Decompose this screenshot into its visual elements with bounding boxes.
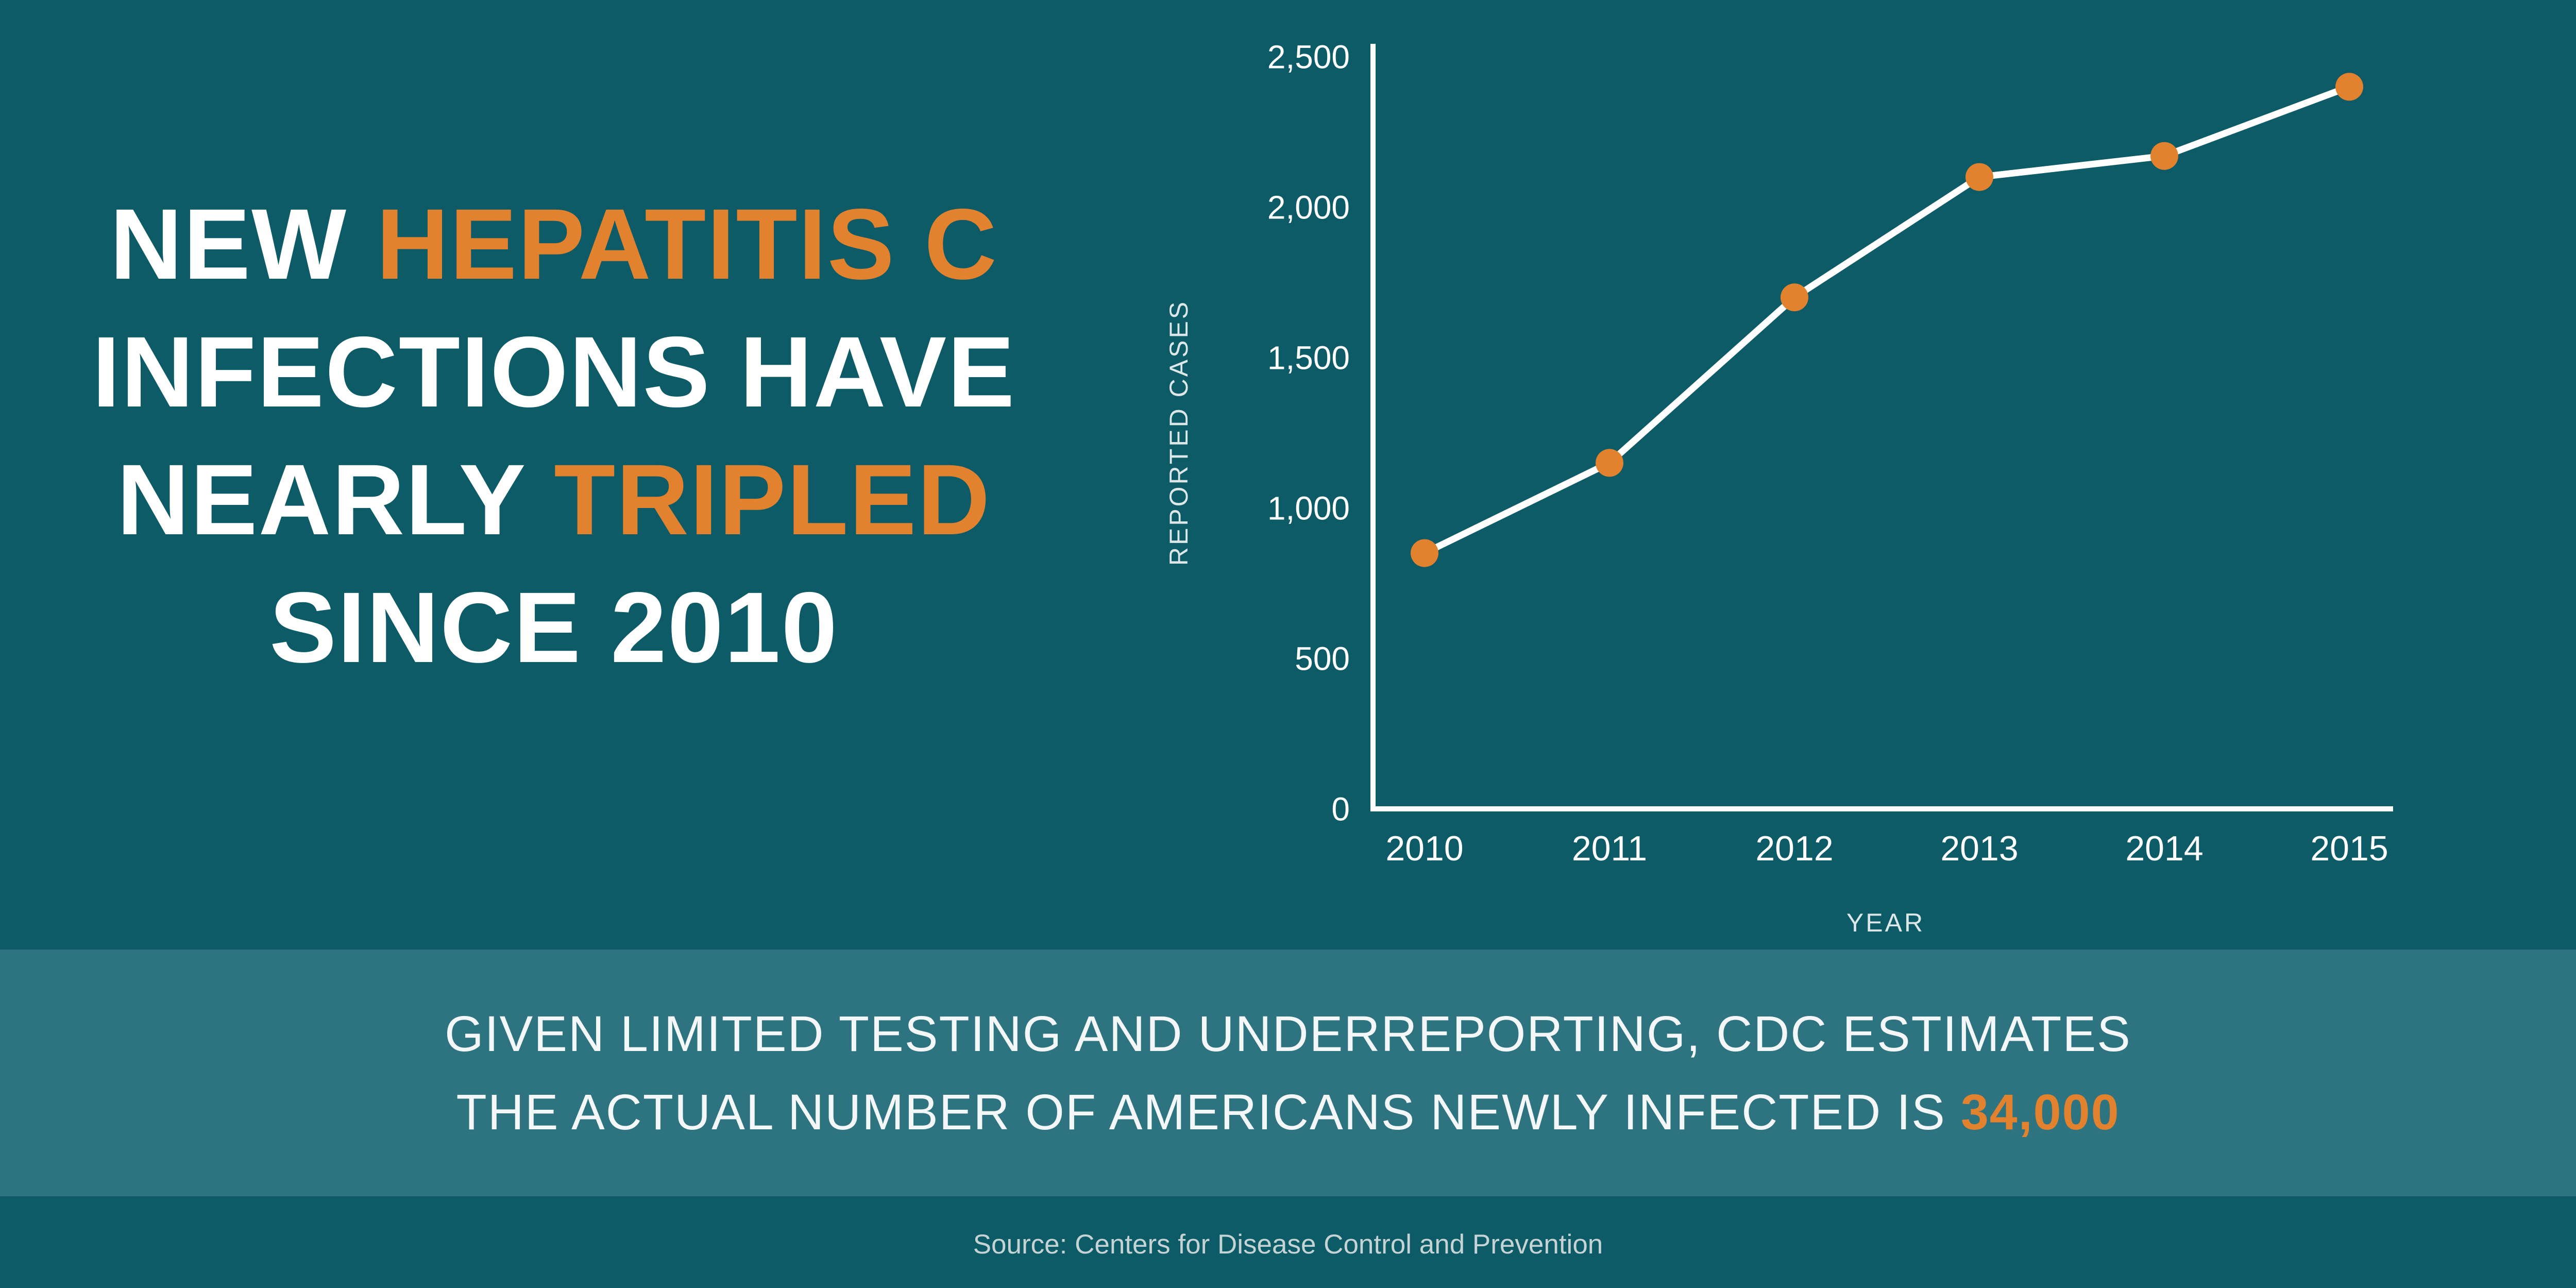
estimate-number: 34,000 [1960,1083,2120,1140]
headline-text: INFECTIONS HAVE [92,316,1016,428]
estimate-line2: THE ACTUAL NUMBER OF AMERICANS NEWLY INF… [456,1073,2120,1151]
headline-text: NEARLY [116,444,554,556]
chart-svg: 0 500 1,000 1,500 2,000 2,500 2010 2011 2012 2013… [1164,38,2393,937]
x-axis-title: YEAR [1846,908,1925,937]
y-tick-label: 0 [1331,790,1350,827]
x-tick-label: 2012 [1755,829,1833,868]
headline-line: SINCE 2010 [52,564,1056,691]
estimate-line1: GIVEN LIMITED TESTING AND UNDERREPORTING… [445,1005,2131,1062]
x-tick-label: 2015 [2310,829,2388,868]
x-tick-label: 2010 [1385,829,1463,868]
headline: NEW HEPATITIS C INFECTIONS HAVE NEARLY TRI… [52,180,1056,691]
headline-accent-text: TRIPLED [554,444,991,556]
headline-line: INFECTIONS HAVE [52,308,1056,436]
data-point [1596,449,1623,477]
data-point [1965,163,1993,191]
y-axis-title: REPORTED CASES [1164,300,1193,566]
x-tick-label: 2013 [1940,829,2018,868]
x-tick-label: 2011 [1572,829,1647,868]
line-chart: 0 500 1,000 1,500 2,000 2,500 2010 2011 2012 2013… [1133,31,2452,958]
data-point [2335,73,2363,101]
data-point [1411,539,1438,567]
data-point [1781,283,1808,312]
headline-text: SINCE 2010 [269,571,838,684]
y-tick-label: 500 [1295,640,1350,677]
headline-text: NEW [110,188,377,300]
y-tick-label: 1,500 [1267,339,1350,376]
headline-accent-text: HEPATITIS C [376,188,998,300]
estimate-line2-text: THE ACTUAL NUMBER OF AMERICANS NEWLY INF… [456,1083,1961,1140]
data-point [2150,142,2178,170]
y-tick-label: 1,000 [1267,489,1350,527]
headline-line: NEARLY TRIPLED [52,436,1056,564]
headline-line: NEW HEPATITIS C [52,180,1056,308]
y-tick-label: 2,500 [1267,38,1350,75]
data-line [1421,83,2353,557]
estimate-band: GIVEN LIMITED TESTING AND UNDERREPORTING… [0,950,2576,1196]
x-tick-label: 2014 [2125,829,2203,868]
y-tick-label: 2,000 [1267,189,1350,226]
source-note: Source: Centers for Disease Control and … [973,1229,1603,1260]
